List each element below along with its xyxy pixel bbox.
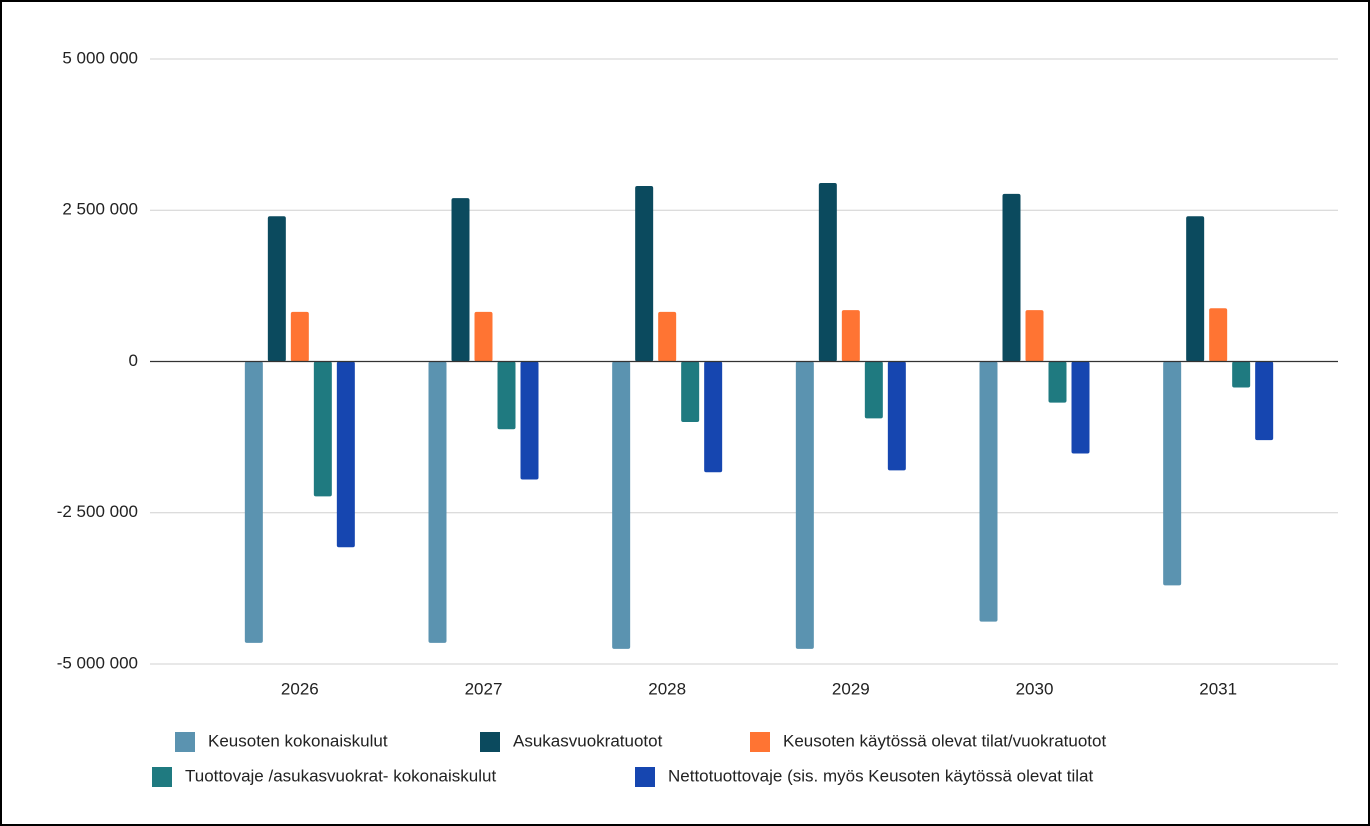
bar [1232,361,1251,388]
bar [428,361,447,643]
legend-label: Keusoten kokonaiskulut [208,731,388,750]
x-tick-label: 2029 [832,679,870,698]
bar [451,198,470,362]
bar [1071,361,1090,454]
legend-swatch [152,767,172,787]
legend-swatch [175,732,195,752]
bar [887,361,906,471]
bar [1025,310,1044,362]
bar [681,361,700,422]
legend-label: Asukasvuokratuotot [513,731,663,750]
legend-swatch [480,732,500,752]
bar [1048,361,1067,403]
legend-label: Tuottovaje /asukasvuokrat- kokonaiskulut [185,766,496,785]
bar [1255,361,1274,441]
x-tick-label: 2026 [281,679,319,698]
bar [841,310,860,362]
bar [635,186,654,362]
bar [474,311,493,362]
bar [1186,216,1205,362]
bar [818,183,837,362]
bar [497,361,516,430]
y-tick-label: 2 500 000 [62,200,138,219]
y-tick-label: 5 000 000 [62,48,138,67]
bar [1002,193,1021,362]
y-tick-label: 0 [129,351,138,370]
bar [244,361,263,643]
legend-swatch [635,767,655,787]
bar [795,361,814,649]
bar [520,361,539,480]
bar [1209,308,1228,362]
legend-swatch [750,732,770,752]
legend-label: Nettotuottovaje (sis. myös Keusoten käyt… [668,766,1093,785]
bar [864,361,883,419]
x-tick-label: 2027 [465,679,503,698]
x-tick-label: 2030 [1016,679,1054,698]
bar [612,361,631,649]
bar [979,361,998,622]
bar [313,361,332,497]
y-tick-label: -2 500 000 [57,502,138,521]
x-tick-label: 2031 [1199,679,1237,698]
legend-label: Keusoten käytössä olevat tilat/vuokratuo… [783,731,1106,750]
y-tick-label: -5 000 000 [57,653,138,672]
bar [267,216,286,362]
bar [658,311,677,362]
bar [704,361,723,473]
bar [336,361,355,548]
bar [290,311,309,362]
x-tick-label: 2028 [648,679,686,698]
bar [1163,361,1182,586]
